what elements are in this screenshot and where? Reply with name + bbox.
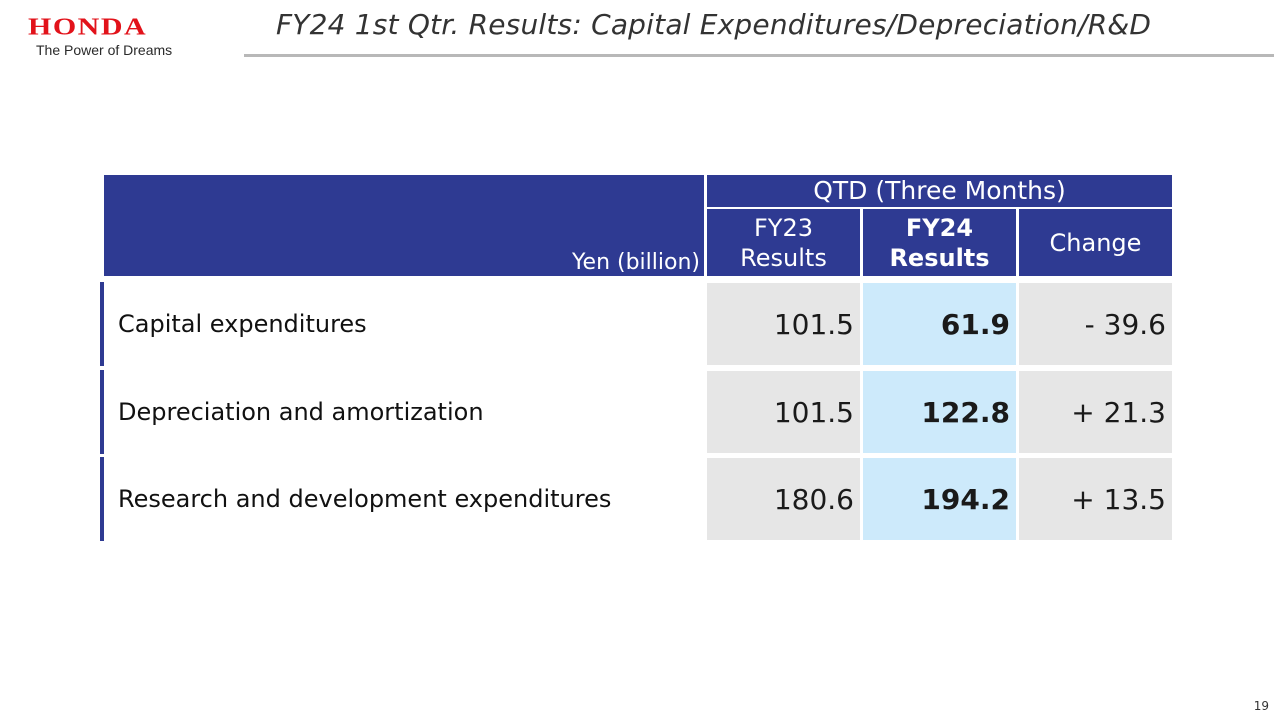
column-header-line2: Results: [740, 243, 827, 272]
column-header-line1: Change: [1049, 228, 1142, 257]
column-header-fy24: FY24 Results: [863, 209, 1016, 276]
column-header-line2: Results: [889, 243, 990, 272]
brand-tagline: The Power of Dreams: [36, 42, 173, 58]
cell-fy24-research-development: 194.2: [863, 458, 1016, 540]
cell-fy23-research-development: 180.6: [707, 458, 860, 540]
page-title: FY24 1st Qtr. Results: Capital Expenditu…: [276, 8, 1152, 41]
column-header-line1: FY24: [905, 213, 974, 242]
results-table: Yen (billion) QTD (Three Months) FY23 Re…: [100, 175, 1172, 541]
row-label-depreciation: Depreciation and amortization: [100, 370, 700, 454]
unit-label: Yen (billion): [572, 250, 700, 275]
column-group-header: QTD (Three Months): [707, 175, 1172, 207]
cell-fy23-depreciation: 101.5: [707, 371, 860, 453]
honda-logo: HONDA The Power of Dreams: [28, 14, 218, 58]
cell-fy23-capital-expenditures: 101.5: [707, 283, 860, 365]
row-label-capital-expenditures: Capital expenditures: [100, 282, 700, 366]
column-header-change: Change: [1019, 209, 1172, 276]
cell-fy24-depreciation: 122.8: [863, 371, 1016, 453]
header-label-cell: Yen (billion): [104, 175, 704, 276]
cell-change-depreciation: + 21.3: [1019, 371, 1172, 453]
column-header-fy23: FY23 Results: [707, 209, 860, 276]
cell-change-research-development: + 13.5: [1019, 458, 1172, 540]
cell-change-capital-expenditures: - 39.6: [1019, 283, 1172, 365]
title-divider: [244, 54, 1274, 57]
page-number: 19: [1253, 699, 1269, 713]
brand-wordmark: HONDA: [28, 13, 148, 41]
row-label-research-development: Research and development expenditures: [100, 457, 700, 541]
cell-fy24-capital-expenditures: 61.9: [863, 283, 1016, 365]
column-header-line1: FY23: [753, 213, 813, 242]
